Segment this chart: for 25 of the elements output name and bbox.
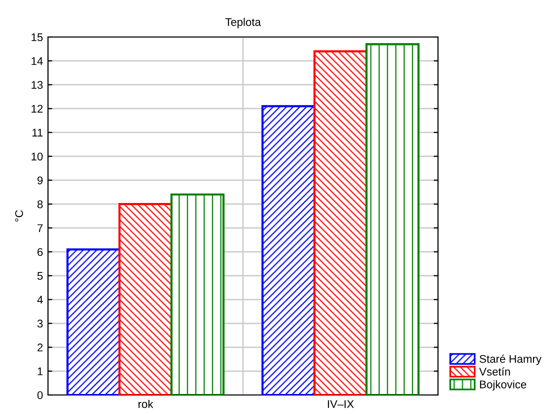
- y-tick-label: 3: [37, 320, 43, 328]
- legend-label: Vsetín: [479, 367, 510, 376]
- chart-title: Teplota: [225, 18, 261, 28]
- y-tick-label: 15: [32, 33, 43, 42]
- y-tick-label: 5: [37, 272, 43, 280]
- y-tick-label: 1: [38, 368, 43, 376]
- y-tick-label: 7: [38, 224, 43, 232]
- y-tick-label: 2: [38, 344, 43, 352]
- legend-label: Bojkovice: [480, 380, 526, 391]
- y-tick-label: 10: [32, 152, 43, 160]
- legend-label: Staré Hamry: [480, 354, 542, 366]
- y-tick-label: 14: [32, 57, 43, 65]
- y-tick-label: 13: [32, 81, 43, 89]
- y-tick-label: 12: [32, 104, 43, 113]
- bar: [170, 193, 225, 395]
- bar: [365, 43, 420, 395]
- x-tick-label: rok: [138, 400, 154, 408]
- y-tick-label: 6: [38, 248, 43, 256]
- y-tick-label: 9: [37, 176, 43, 184]
- y-tick-label: 4: [37, 296, 43, 304]
- y-tick-label: 8: [37, 200, 43, 208]
- y-axis-title: °C: [15, 210, 24, 222]
- y-tick-label: 0: [37, 391, 43, 400]
- x-tick-label: IV–IX: [328, 400, 354, 408]
- y-tick-label: 11: [32, 128, 43, 136]
